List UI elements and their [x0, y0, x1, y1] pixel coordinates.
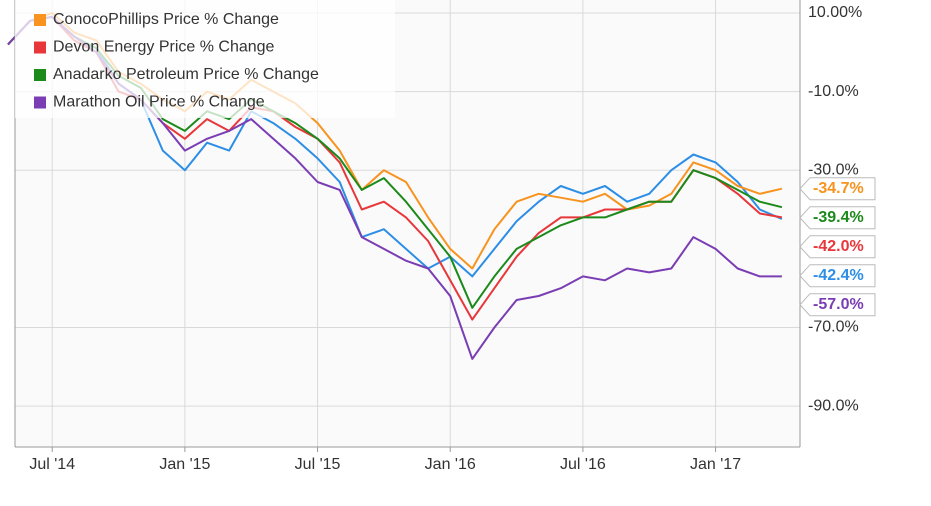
value-label: -39.4%	[813, 209, 864, 226]
x-tick-label: Jan '15	[159, 456, 210, 473]
legend-swatch	[34, 69, 46, 81]
value-tag	[799, 264, 876, 288]
legend-swatch	[34, 96, 46, 109]
value-label: -42.4%	[813, 267, 864, 284]
labels: 10.00% -10.0% -30.0% -70.0% -90.0% Jul '14 Jan…	[29, 4, 876, 473]
value-label: -34.7%	[813, 180, 864, 197]
legend-swatch	[34, 14, 46, 26]
y-tick-label: -10.0%	[808, 83, 859, 100]
value-label: -57.0%	[813, 296, 864, 313]
value-tag	[799, 177, 876, 201]
y-tick-label: -30.0%	[808, 161, 859, 178]
y-tick-label: -70.0%	[808, 319, 859, 336]
value-tag	[799, 235, 876, 259]
legend: ConocoPhillips Price % Change Devon Energ…	[15, 0, 395, 118]
y-tick-label: 10.00%	[808, 4, 862, 21]
legend-box	[15, 0, 395, 118]
x-tick-label: Jul '15	[295, 456, 341, 473]
value-label: -42.0%	[813, 238, 864, 255]
x-tick-label: Jul '16	[560, 456, 606, 473]
legend-label: ConocoPhillips Price % Change	[53, 11, 279, 28]
x-tick-label: Jan '16	[425, 456, 476, 473]
value-tag	[799, 293, 876, 317]
legend-label: Marathon Oil Price % Change	[53, 94, 265, 111]
value-tag	[799, 206, 876, 230]
legend-label: Devon Energy Price % Change	[53, 39, 275, 56]
y-tick-label: -90.0%	[808, 397, 859, 414]
x-tick-label: Jul '14	[29, 456, 75, 473]
legend-swatch	[34, 41, 46, 54]
x-tick-label: Jan '17	[690, 456, 741, 473]
legend-label: Anadarko Petroleum Price % Change	[53, 66, 319, 83]
